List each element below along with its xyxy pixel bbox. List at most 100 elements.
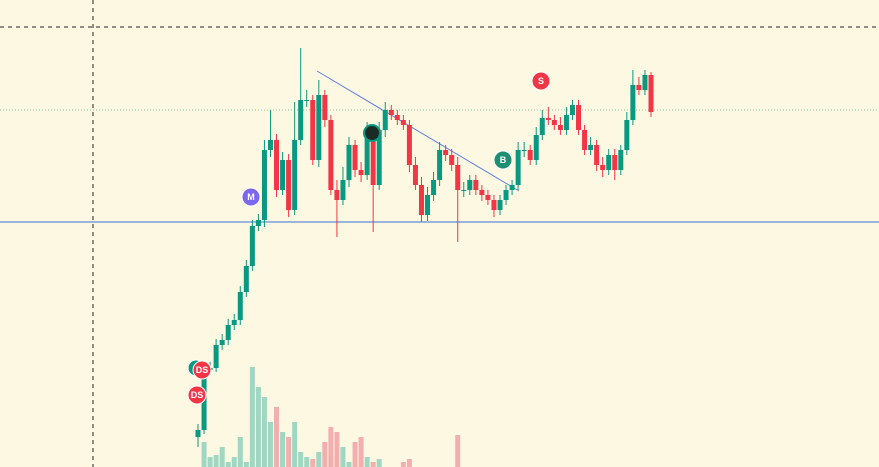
candle-body bbox=[443, 150, 449, 155]
candle-body bbox=[370, 130, 376, 185]
candle-body bbox=[642, 75, 648, 90]
volume-bar bbox=[267, 422, 273, 467]
candle-body bbox=[286, 160, 292, 210]
candle-body bbox=[455, 165, 461, 190]
candle-body bbox=[400, 120, 406, 125]
candle-body bbox=[418, 185, 424, 215]
signal-label: B bbox=[500, 155, 507, 165]
candle-body bbox=[431, 180, 437, 195]
candle-body bbox=[636, 85, 642, 90]
volume-bar bbox=[274, 407, 280, 467]
volume-bar bbox=[280, 432, 286, 467]
volume-bar bbox=[255, 387, 261, 467]
candle-body bbox=[509, 185, 515, 190]
candle-body bbox=[316, 95, 322, 160]
volume-bar bbox=[249, 367, 255, 467]
candle-body bbox=[630, 85, 636, 120]
volume-bar bbox=[316, 452, 322, 467]
candle-body bbox=[618, 150, 624, 170]
candle-body bbox=[425, 195, 431, 215]
candle-body bbox=[545, 118, 551, 120]
signal-markers: M S B DS DS bbox=[187, 71, 551, 405]
signal-label: DS bbox=[191, 390, 204, 400]
candle-body bbox=[521, 150, 527, 151]
volume-bar bbox=[455, 435, 461, 467]
candle-body bbox=[412, 165, 418, 185]
candle-body bbox=[328, 120, 334, 190]
candle-body bbox=[352, 145, 358, 170]
volume-bar bbox=[298, 452, 304, 467]
candle-body bbox=[376, 130, 382, 185]
candle-body bbox=[497, 200, 503, 210]
signal-marker[interactable] bbox=[241, 187, 261, 207]
candle-body bbox=[358, 170, 364, 175]
volume-bar bbox=[358, 437, 364, 467]
candle-body bbox=[612, 155, 618, 170]
signal-marker[interactable] bbox=[493, 150, 513, 170]
candle-body bbox=[334, 190, 340, 200]
signal-marker[interactable] bbox=[187, 385, 207, 405]
candle-body bbox=[237, 292, 243, 320]
volume-bar bbox=[334, 432, 340, 467]
volume-bar bbox=[237, 437, 243, 467]
volume-bar bbox=[328, 427, 334, 467]
candle-body bbox=[539, 118, 545, 135]
candle-body bbox=[243, 266, 249, 292]
signal-marker[interactable] bbox=[192, 360, 212, 380]
volume-bar bbox=[370, 462, 376, 467]
volume-bar bbox=[322, 442, 328, 467]
candle-body bbox=[503, 190, 509, 200]
volume-bar bbox=[400, 462, 406, 467]
volume-bar bbox=[219, 447, 225, 467]
candle-body bbox=[461, 190, 467, 191]
candle-body bbox=[576, 105, 582, 130]
candle-body bbox=[600, 165, 606, 170]
candle-body bbox=[388, 110, 394, 115]
candle-body bbox=[346, 145, 352, 180]
signal-label: DS bbox=[196, 365, 209, 375]
indicator-icon[interactable] bbox=[363, 124, 381, 142]
candle-body bbox=[280, 160, 286, 190]
candle-body bbox=[213, 345, 219, 368]
trend-line[interactable] bbox=[316, 70, 520, 192]
candle-body bbox=[322, 95, 328, 120]
volume-bar bbox=[243, 462, 249, 467]
candle-body bbox=[292, 140, 298, 210]
candle-body bbox=[261, 150, 267, 220]
candle-body bbox=[225, 325, 231, 340]
candle-body bbox=[249, 226, 255, 266]
candle-body bbox=[231, 320, 237, 325]
volume-bar bbox=[340, 447, 346, 467]
candle-body bbox=[527, 150, 533, 160]
volume-bar bbox=[231, 457, 237, 467]
candle-body bbox=[491, 200, 497, 210]
candle-body bbox=[473, 180, 479, 190]
candle-body bbox=[569, 105, 575, 115]
signal-marker[interactable] bbox=[531, 71, 551, 91]
candle-body bbox=[195, 430, 201, 437]
candle-body bbox=[606, 155, 612, 170]
candle-body bbox=[310, 100, 316, 160]
candle-body bbox=[563, 115, 569, 130]
candle-body bbox=[304, 100, 310, 101]
volume-bar bbox=[261, 397, 267, 467]
candle-body bbox=[437, 150, 443, 180]
volume-bar bbox=[352, 442, 358, 467]
candle-body bbox=[340, 180, 346, 200]
candle-body bbox=[582, 130, 588, 150]
candle-body bbox=[594, 145, 600, 165]
candle-body bbox=[255, 220, 261, 226]
volume-pane bbox=[201, 367, 461, 467]
volume-bar bbox=[213, 455, 219, 467]
candle-body bbox=[219, 340, 225, 345]
volume-bar bbox=[406, 459, 412, 467]
candle-body bbox=[382, 110, 388, 130]
candle-body bbox=[551, 120, 557, 125]
volume-bar bbox=[292, 422, 298, 467]
volume-bar bbox=[225, 462, 231, 467]
candle-body bbox=[364, 130, 370, 175]
volume-bar bbox=[286, 437, 292, 467]
signal-label: M bbox=[247, 192, 255, 202]
signal-label: S bbox=[538, 76, 544, 86]
candle-body bbox=[648, 75, 654, 112]
